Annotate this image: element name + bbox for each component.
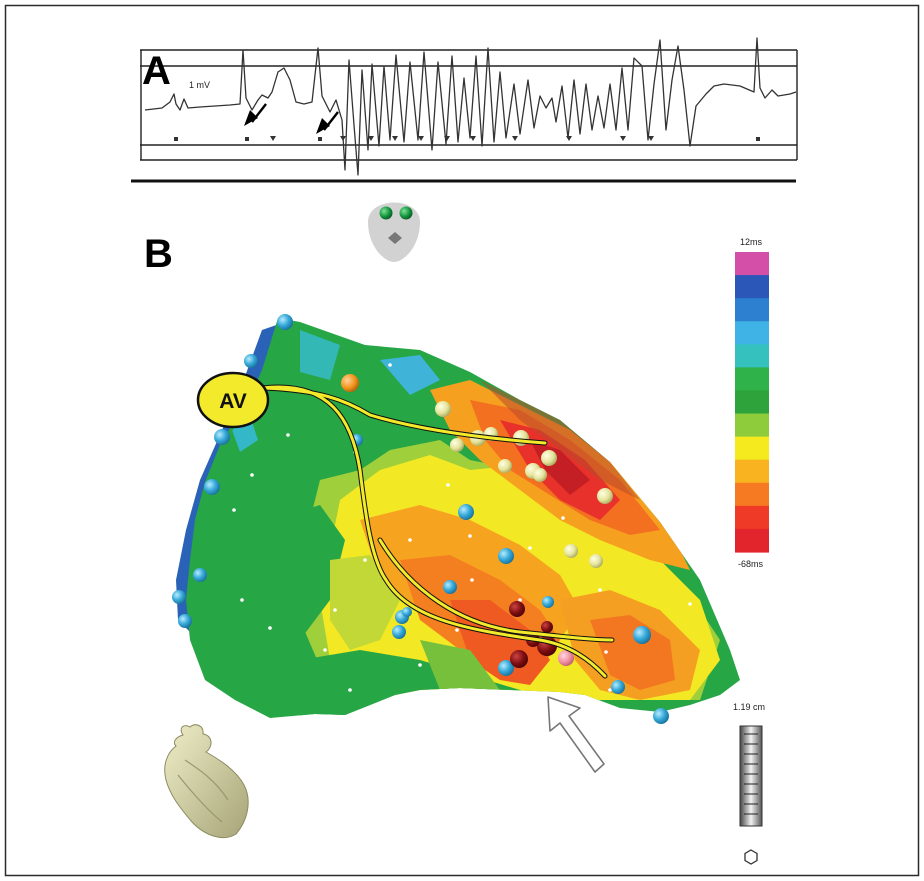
pink-sample-ball <box>558 650 574 666</box>
av-node-label: AV <box>219 390 247 413</box>
color-bar-swatch <box>735 436 769 461</box>
blue-sample-balls <box>172 314 669 724</box>
color-bar-top-label: 12ms <box>740 237 763 247</box>
color-bar-swatch <box>735 321 769 345</box>
beat-markers <box>174 136 760 141</box>
color-bar-swatch <box>735 528 769 553</box>
color-bar-bottom-label: -68ms <box>738 559 764 569</box>
panel-a: A 1 mV <box>131 37 798 183</box>
voltage-scale-label: 1 mV <box>189 80 210 90</box>
heart-orientation-icon <box>164 724 249 838</box>
figure-frame <box>4 4 920 877</box>
panel-b-letter: B <box>144 232 173 276</box>
color-bar-swatch <box>735 367 769 392</box>
color-bar-swatch <box>735 505 769 530</box>
color-bar-swatch <box>735 344 769 368</box>
orange-sample-ball <box>341 374 359 392</box>
panel-b: B <box>144 202 769 865</box>
ecg-trace <box>144 37 797 176</box>
activation-color-bar: 12ms -68ms <box>735 237 769 569</box>
color-bar-swatches <box>735 252 769 553</box>
color-bar-swatch <box>735 459 769 484</box>
color-bar-swatch <box>735 275 769 299</box>
arrow-left-icon <box>244 103 267 126</box>
color-bar-swatch <box>735 252 769 276</box>
light-sample-balls <box>435 401 613 568</box>
color-bar-swatch <box>735 298 769 322</box>
color-bar-swatch <box>735 390 769 415</box>
color-bar-swatch <box>735 482 769 507</box>
arrow-right-icon <box>316 111 339 134</box>
ecg-grid <box>140 49 798 161</box>
conduction-lines-yellow <box>260 385 614 678</box>
panel-a-letter: A <box>142 49 171 93</box>
color-bar-swatch <box>735 413 769 438</box>
distance-scale-bar: 1.19 cm <box>733 702 765 865</box>
head-orientation-icon <box>368 202 420 262</box>
scale-bar-label: 1.19 cm <box>733 702 765 712</box>
hexagon-icon <box>744 849 758 865</box>
av-node-badge: AV <box>196 371 270 429</box>
white-arrow-icon <box>547 696 605 773</box>
activation-map: AV <box>172 314 740 773</box>
